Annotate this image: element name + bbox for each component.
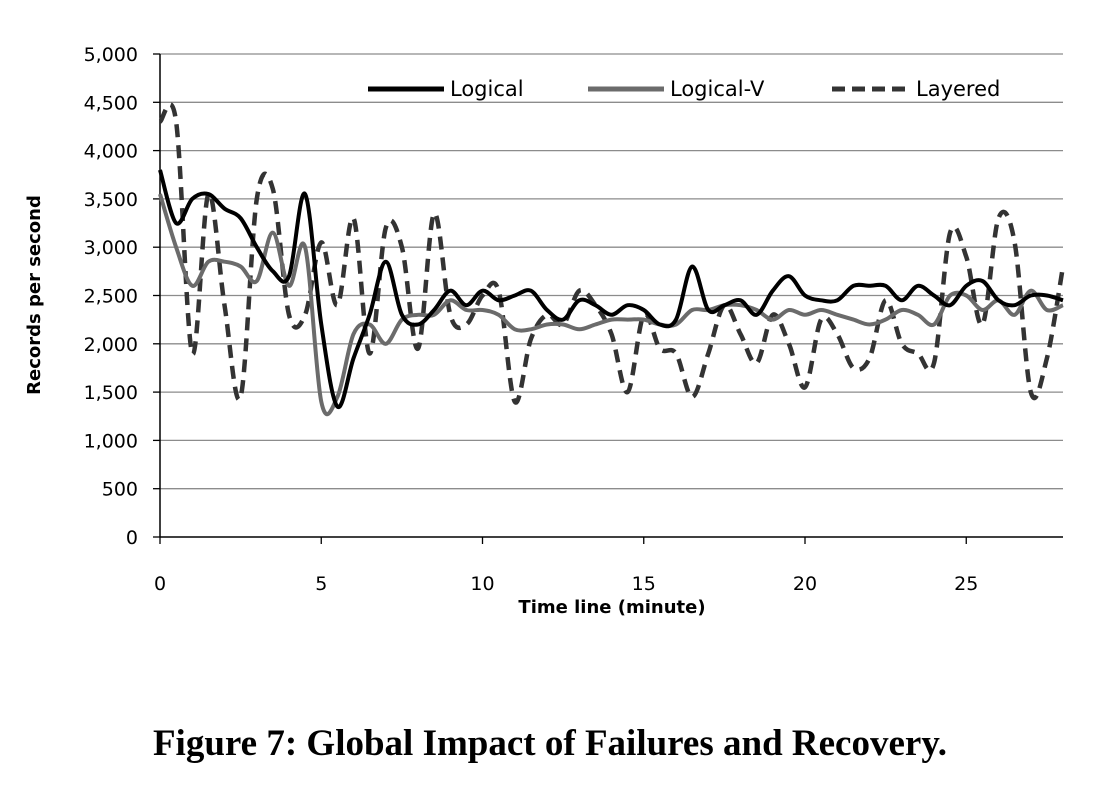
y-tick-label: 4,000 [84,141,138,163]
legend-label-layered: Layered [916,77,1000,101]
x-tick-labels: 0 5 10 15 20 25 [154,537,978,595]
y-axis-title: Records per second [24,195,45,395]
y-tick-label: 4,500 [84,92,138,114]
y-tick-label: 1,000 [84,430,138,452]
x-tick-label: 5 [315,573,327,595]
legend: Logical Logical-V Layered [368,77,1000,101]
x-tick-label: 10 [470,573,494,595]
y-tick-label: 0 [126,527,138,549]
y-tick-label: 500 [102,479,138,501]
y-tick-label: 2,000 [84,334,138,356]
x-axis-title: Time line (minute) [518,597,705,618]
y-tick-label: 2,500 [84,286,138,308]
series-lines [157,102,1066,417]
x-tick-label: 0 [154,573,166,595]
y-tick-label: 1,500 [84,382,138,404]
series-line-logical-v [158,193,1064,417]
y-tick-label: 5,000 [84,44,138,66]
y-tick-label: 3,000 [84,237,138,259]
y-tick-labels: 0 500 1,000 1,500 2,000 2,500 3,000 3,500 4,000 4… [84,44,160,549]
legend-label-logical-v: Logical-V [670,77,765,101]
x-tick-label: 15 [632,573,656,595]
x-tick-label: 20 [793,573,817,595]
legend-label-logical: Logical [450,77,524,101]
series-line-layered [157,102,1066,405]
series-line-logical [158,169,1064,409]
figure-caption: Figure 7: Global Impact of Failures and … [152,723,948,764]
x-tick-label: 25 [954,573,978,595]
gridlines [160,53,1063,490]
y-tick-label: 3,500 [84,189,138,211]
